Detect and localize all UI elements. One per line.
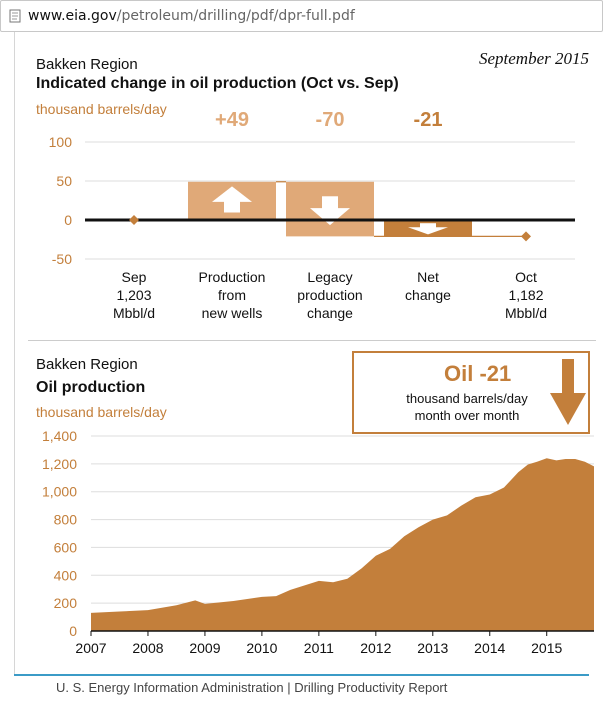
top-panel-units: thousand barrels/day xyxy=(36,101,167,117)
area-y-tick-label: 400 xyxy=(54,567,78,583)
area-x-tick-label: 2010 xyxy=(246,640,277,656)
waterfall-endpoint-marker xyxy=(129,215,139,225)
change-callout: Oil -21 thousand barrels/day month over … xyxy=(352,351,590,434)
waterfall-category-label: Sep 1,203 Mbbl/d xyxy=(112,269,156,321)
bottom-panel-subtitle: Bakken Region xyxy=(36,356,138,373)
url-path: /petroleum/drilling/pdf/dpr-full.pdf xyxy=(116,8,355,24)
production-area-series xyxy=(91,458,594,631)
area-x-tick-label: 2012 xyxy=(360,640,391,656)
up-arrow-icon xyxy=(212,186,252,213)
waterfall-category-label: Net change xyxy=(405,269,451,303)
waterfall-y-tick-label: 50 xyxy=(56,173,72,189)
area-x-tick-label: 2007 xyxy=(75,640,106,656)
bottom-panel-title: Oil production xyxy=(36,379,146,396)
address-url[interactable]: www.eia.gov/petroleum/drilling/pdf/dpr-f… xyxy=(28,8,355,24)
down-arrow-icon xyxy=(310,196,350,226)
waterfall-bar-value-label: -70 xyxy=(315,109,345,131)
top-panel-title: Indicated change in oil production (Oct … xyxy=(36,75,399,92)
area-x-tick-label: 2011 xyxy=(304,640,334,656)
down-arrow-icon xyxy=(408,223,448,235)
area-y-tick-label: 0 xyxy=(69,623,77,639)
waterfall-y-tick-label: -50 xyxy=(52,251,72,267)
callout-headline: Oil -21 xyxy=(444,361,512,386)
footer-rule xyxy=(14,674,589,676)
waterfall-bar-value-label: +49 xyxy=(215,109,249,131)
report-date: September 2015 xyxy=(478,49,589,68)
waterfall-chart: 100 50 0 -50 xyxy=(49,134,575,267)
area-x-tick-label: 2008 xyxy=(132,640,163,656)
waterfall-endpoint-marker xyxy=(521,231,531,242)
waterfall-category-label: Legacy production change xyxy=(297,269,363,321)
down-arrow-icon xyxy=(550,359,586,425)
area-y-tick-label: 1,200 xyxy=(42,456,77,472)
area-x-tick-label: 2014 xyxy=(474,640,505,656)
area-y-tick-label: 600 xyxy=(54,539,78,555)
top-panel-subtitle: Bakken Region xyxy=(36,56,138,73)
area-x-tick-label: 2009 xyxy=(189,640,220,656)
waterfall-category-label: Oct 1,182 Mbbl/d xyxy=(504,269,548,321)
area-x-tick-label: 2013 xyxy=(417,640,448,656)
panel-divider xyxy=(28,340,596,341)
waterfall-category-label: Production from new wells xyxy=(198,269,266,321)
callout-line-2: month over month xyxy=(414,408,520,423)
bottom-panel-units: thousand barrels/day xyxy=(36,404,167,420)
waterfall-bar-value-label: -21 xyxy=(413,109,443,131)
footer-text: U. S. Energy Information Administration … xyxy=(56,680,448,695)
address-bar[interactable]: www.eia.gov/petroleum/drilling/pdf/dpr-f… xyxy=(0,0,603,32)
page-edge xyxy=(14,32,15,674)
area-x-tick-label: 2015 xyxy=(531,640,562,656)
production-area-chart: 0 200 400 600 800 1,000 1,200 1,400 2007 2008 2009… xyxy=(42,428,594,656)
callout-line-1: thousand barrels/day xyxy=(406,391,528,406)
area-y-tick-label: 1,000 xyxy=(42,484,77,500)
area-y-tick-label: 200 xyxy=(54,595,78,611)
waterfall-y-tick-label: 100 xyxy=(49,134,73,150)
waterfall-y-tick-label: 0 xyxy=(64,212,72,228)
area-y-tick-label: 1,400 xyxy=(42,428,77,444)
url-host: www.eia.gov xyxy=(28,8,117,24)
area-y-tick-label: 800 xyxy=(54,512,78,528)
page-icon xyxy=(9,9,21,23)
